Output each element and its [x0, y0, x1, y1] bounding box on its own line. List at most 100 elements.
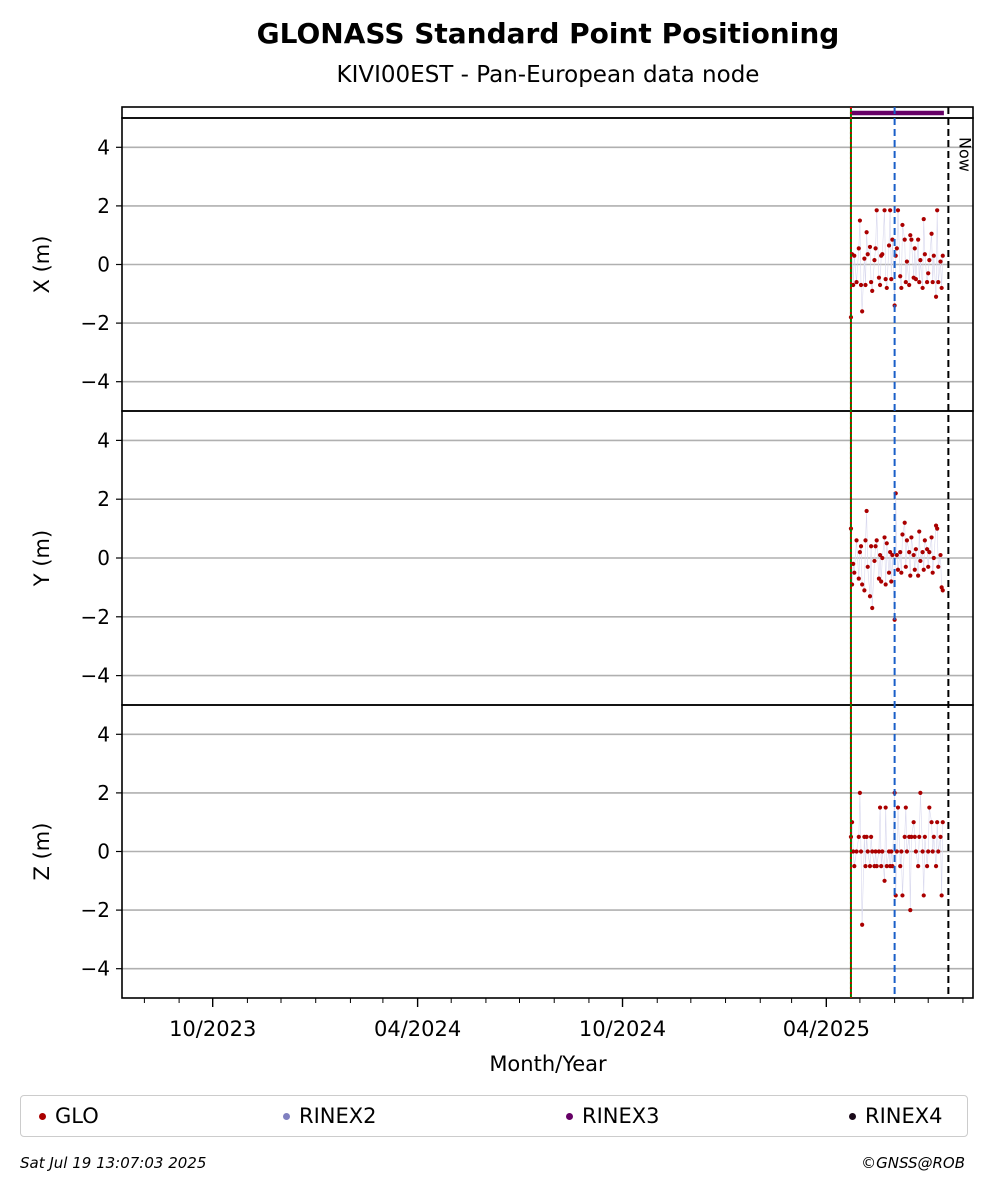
data-point — [863, 538, 868, 543]
y-tick-label: −2 — [81, 605, 110, 629]
data-point — [894, 246, 899, 251]
data-point — [904, 538, 910, 543]
data-point — [888, 208, 893, 213]
data-point — [911, 820, 916, 825]
legend-item-rinex3: RINEX3 — [566, 1096, 660, 1136]
data-point — [926, 849, 931, 854]
data-point — [935, 820, 940, 825]
series-line — [850, 493, 944, 620]
data-point — [851, 849, 856, 854]
data-point — [854, 538, 859, 543]
data-point — [858, 849, 864, 854]
data-point — [890, 864, 895, 869]
y-tick-label: −4 — [81, 957, 110, 981]
data-point — [856, 576, 861, 581]
x-tick-label: 04/2025 — [783, 1017, 870, 1041]
y-tick-label: 0 — [97, 253, 110, 277]
data-point — [869, 279, 874, 285]
data-point — [888, 550, 893, 555]
data-point — [882, 208, 887, 213]
data-point — [912, 246, 917, 251]
data-point — [898, 550, 903, 555]
data-point — [903, 564, 908, 569]
data-point — [873, 544, 878, 549]
data-point — [920, 550, 925, 555]
data-point — [900, 532, 905, 537]
data-point — [869, 544, 874, 549]
data-point — [933, 864, 939, 869]
data-point — [889, 849, 894, 854]
data-point — [857, 218, 863, 223]
data-point — [927, 258, 932, 263]
data-point — [858, 544, 864, 549]
data-point — [876, 849, 882, 854]
series-glo — [848, 491, 945, 622]
y-tick-label: 2 — [97, 194, 110, 218]
chart-subtitle: KIVI00EST - Pan-European data node — [337, 62, 760, 88]
data-point — [876, 576, 882, 581]
data-point — [882, 878, 887, 883]
legend: GLO RINEX2 RINEX3 RINEX4 — [20, 1095, 968, 1137]
data-point — [902, 834, 907, 839]
data-point — [903, 805, 908, 810]
rinex-strip-frame — [121, 106, 974, 119]
rinex4-marker-icon — [849, 1112, 856, 1120]
data-point — [857, 550, 863, 555]
data-point — [874, 538, 879, 543]
data-point — [921, 216, 926, 222]
data-point — [930, 570, 935, 575]
data-point — [872, 558, 877, 564]
data-point — [883, 805, 888, 810]
data-point — [865, 564, 870, 569]
series-glo — [848, 790, 945, 927]
data-point — [924, 547, 930, 552]
data-point — [922, 538, 927, 543]
data-point — [918, 790, 923, 796]
data-point — [898, 274, 903, 279]
y-tick-label: 0 — [97, 546, 110, 570]
data-point — [879, 579, 884, 584]
data-point — [903, 279, 908, 285]
data-point — [918, 258, 923, 263]
data-point — [852, 864, 857, 869]
data-point — [851, 561, 856, 566]
data-point — [856, 834, 861, 839]
data-point — [864, 230, 869, 235]
data-point — [917, 834, 922, 839]
y-tick-label: −4 — [81, 664, 110, 688]
data-point — [908, 908, 913, 913]
data-point — [864, 508, 869, 514]
data-point — [884, 864, 889, 869]
data-point — [854, 849, 859, 854]
footer-timestamp: Sat Jul 19 13:07:03 2025 — [20, 1154, 207, 1172]
y-tick-label: −4 — [81, 370, 110, 394]
data-point — [936, 279, 941, 285]
data-point — [894, 849, 899, 854]
data-point — [926, 564, 931, 569]
data-point — [924, 864, 930, 869]
data-point — [921, 567, 926, 572]
data-point — [895, 208, 901, 213]
data-point — [916, 573, 921, 578]
data-point — [877, 282, 883, 288]
now-label: Now — [955, 137, 974, 172]
data-point — [900, 893, 905, 898]
data-point — [922, 834, 927, 839]
data-point — [926, 271, 931, 276]
data-point — [886, 243, 892, 248]
data-point — [931, 555, 936, 561]
rinex3-marker-icon — [566, 1112, 573, 1120]
data-point — [884, 541, 889, 546]
data-point — [924, 279, 930, 285]
data-point — [913, 547, 918, 552]
data-point — [880, 849, 885, 854]
data-point — [904, 259, 910, 264]
data-point — [930, 279, 935, 285]
y-axis-label: Y (m) — [30, 530, 54, 587]
data-point — [856, 246, 861, 251]
y-tick-label: 4 — [97, 135, 110, 159]
data-point — [921, 893, 926, 898]
y-axis-label: Z (m) — [30, 823, 54, 881]
data-point — [939, 893, 944, 898]
data-point — [930, 849, 935, 854]
